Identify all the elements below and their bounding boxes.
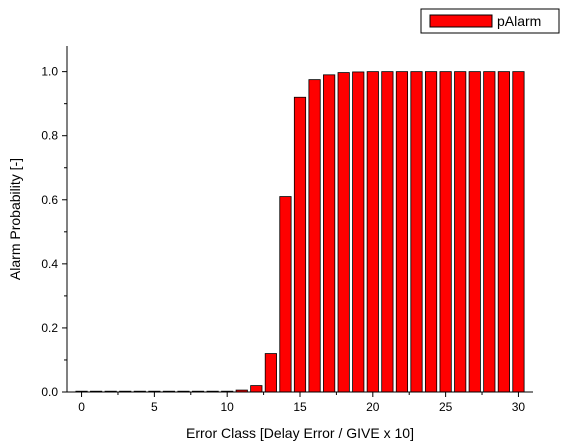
bar <box>411 72 422 392</box>
x-tick-label: 15 <box>293 400 307 414</box>
bar <box>498 72 509 392</box>
x-ticks: 0 5 10 15 20 25 30 <box>78 392 525 414</box>
bar <box>309 80 320 392</box>
y-tick-label: 0.8 <box>41 129 58 143</box>
x-tick-label: 30 <box>512 400 526 414</box>
x-tick-label: 5 <box>151 400 158 414</box>
bar <box>323 75 334 392</box>
bar <box>251 386 262 392</box>
bars-group <box>76 72 524 392</box>
legend-swatch <box>430 15 492 27</box>
x-tick-label: 20 <box>366 400 380 414</box>
legend-label: pAlarm <box>497 13 541 29</box>
bar <box>469 72 480 392</box>
bar <box>353 72 364 392</box>
bar <box>367 72 378 392</box>
x-tick-label: 0 <box>78 400 85 414</box>
x-tick-label: 10 <box>221 400 235 414</box>
y-tick-label: 0.0 <box>41 385 58 399</box>
bar <box>425 72 436 392</box>
y-ticks: 0.0 0.2 0.4 0.6 0.8 1.0 <box>41 65 67 399</box>
bar <box>455 72 466 392</box>
y-tick-label: 0.4 <box>41 257 58 271</box>
bar <box>440 72 451 392</box>
y-tick-label: 1.0 <box>41 65 58 79</box>
bar <box>280 197 291 392</box>
y-tick-label: 0.6 <box>41 193 58 207</box>
y-axis-label: Alarm Probability [-] <box>7 158 23 280</box>
bar <box>294 97 305 392</box>
bar <box>265 354 276 392</box>
x-tick-label: 25 <box>439 400 453 414</box>
x-axis-label: Error Class [Delay Error / GIVE x 10] <box>186 425 414 441</box>
bar <box>338 73 349 392</box>
y-tick-label: 0.2 <box>41 321 58 335</box>
bar <box>396 72 407 392</box>
legend: pAlarm <box>421 9 559 33</box>
bar <box>513 72 524 392</box>
bar <box>484 72 495 392</box>
bar <box>382 72 393 392</box>
